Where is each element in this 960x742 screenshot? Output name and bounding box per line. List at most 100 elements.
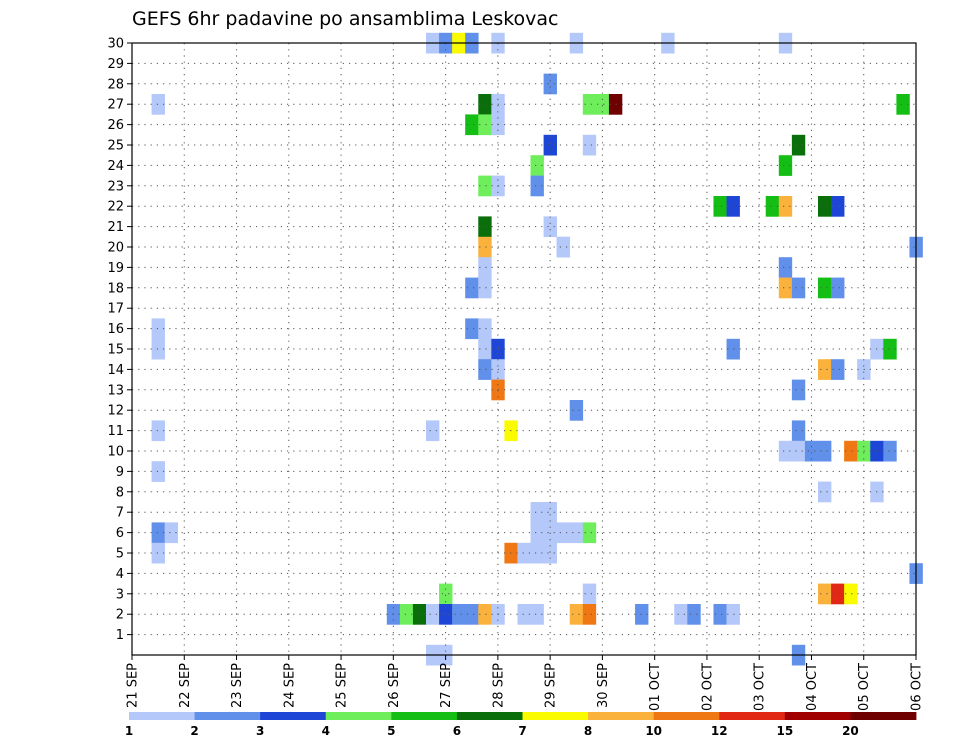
- x-tick-label: 27 SEP: [439, 663, 454, 708]
- heatmap-cell: [478, 94, 492, 115]
- y-tick-label: 29: [107, 57, 124, 72]
- y-tick-label: 7: [116, 506, 124, 521]
- heatmap-cell: [791, 277, 806, 299]
- legend-swatch: [129, 712, 195, 720]
- heatmap-cell: [818, 196, 832, 217]
- heatmap-cell: [569, 604, 584, 625]
- legend-swatch: [456, 712, 523, 720]
- y-tick-label: 10: [107, 445, 124, 460]
- x-tick-label: 03 OCT: [753, 663, 768, 711]
- heatmap-cell: [478, 216, 492, 238]
- heatmap-cell: [517, 604, 531, 625]
- y-tick-label: 25: [107, 139, 124, 154]
- legend-label: 7: [518, 724, 526, 738]
- heatmap-cell: [478, 604, 492, 625]
- x-tick-label: 23 SEP: [230, 663, 245, 708]
- heatmap-cell: [778, 155, 793, 176]
- heatmap-cell: [478, 175, 492, 197]
- heatmap-cell: [556, 236, 571, 258]
- heatmap-cell: [844, 583, 858, 605]
- x-tick-label: 21 SEP: [126, 663, 141, 708]
- x-tick-label: 01 OCT: [648, 663, 663, 711]
- legend-label: 1: [125, 724, 133, 738]
- heatmap-cell: [556, 522, 571, 544]
- heatmap-cell: [151, 420, 165, 442]
- heatmap-cell: [151, 461, 165, 482]
- y-tick-label: 16: [107, 322, 124, 337]
- heatmap-cell: [164, 522, 179, 544]
- heatmap-cell: [478, 338, 492, 360]
- heatmap-cell: [883, 338, 897, 360]
- heatmap-cell: [582, 583, 597, 605]
- heatmap-cell: [543, 522, 557, 544]
- y-tick-label: 23: [107, 179, 124, 194]
- x-tick-label: 30 SEP: [596, 663, 611, 708]
- heatmap-cell: [465, 318, 479, 340]
- x-tick-label: 06 OCT: [910, 663, 925, 711]
- heatmap-cell: [818, 583, 832, 605]
- heatmap-cell: [818, 359, 832, 380]
- cells-layer: [151, 32, 923, 666]
- legend-swatch: [653, 712, 720, 720]
- legend-label: 4: [322, 724, 330, 738]
- x-tick-label: 25 SEP: [335, 663, 350, 708]
- heatmap-cell: [517, 542, 531, 564]
- x-tick-label: 04 OCT: [805, 663, 820, 711]
- heatmap-cell: [151, 522, 165, 544]
- legend-label: 20: [842, 724, 859, 738]
- legend-swatch: [850, 712, 917, 720]
- heatmap-cell: [478, 257, 492, 278]
- heatmap-cell: [439, 583, 453, 605]
- heatmap-cell: [426, 604, 440, 625]
- y-tick-label: 22: [107, 200, 124, 215]
- heatmap-cell: [543, 134, 557, 156]
- heatmap-cell: [478, 359, 492, 380]
- chart-title: GEFS 6hr padavine po ansamblima Leskovac: [132, 8, 559, 30]
- heatmap-cell: [582, 604, 597, 625]
- legend-swatch: [719, 712, 786, 720]
- heatmap-cell: [151, 338, 165, 360]
- heatmap-cell: [530, 155, 544, 176]
- heatmap-cell: [818, 481, 832, 503]
- legend-label: 6: [453, 724, 461, 738]
- legend-label: 5: [387, 724, 395, 738]
- heatmap-cell: [582, 94, 597, 115]
- heatmap-cell: [831, 583, 845, 605]
- heatmap-cell: [726, 196, 740, 217]
- heatmap-cell: [595, 94, 610, 115]
- grid-layer: [132, 42, 916, 655]
- heatmap-cell: [726, 338, 740, 360]
- legend-swatch: [522, 712, 589, 720]
- heatmap-cell: [543, 73, 557, 95]
- legend-swatch: [588, 712, 655, 720]
- heatmap-cell: [151, 94, 165, 115]
- heatmap-cell: [818, 277, 832, 299]
- y-tick-label: 11: [107, 424, 124, 439]
- y-tick-label: 18: [107, 281, 124, 296]
- heatmap-cell: [478, 318, 492, 340]
- heatmap-cell: [831, 196, 845, 217]
- heatmap-cell: [896, 94, 910, 115]
- y-tick-label: 14: [107, 363, 124, 378]
- x-axis: 21 SEP 22 SEP 23 SEP 24 SEP 25 SEP 26 SEP 27 S…: [126, 655, 925, 711]
- heatmap-cell: [844, 440, 858, 462]
- y-tick-label: 5: [116, 547, 124, 562]
- heatmap-cell: [726, 604, 740, 625]
- heatmap-cell: [778, 277, 793, 299]
- heatmap-cell: [530, 522, 544, 544]
- y-tick-label: 15: [107, 343, 124, 358]
- x-tick-label: 02 OCT: [700, 663, 715, 711]
- heatmap-cell: [543, 216, 557, 238]
- legend-swatch: [194, 712, 261, 720]
- x-tick-label: 26 SEP: [387, 663, 402, 708]
- legend-swatch: [260, 712, 327, 720]
- heatmap-cell: [465, 114, 479, 136]
- heatmap-cell: [530, 604, 544, 625]
- heatmap-cell: [151, 318, 165, 340]
- legend-label: 2: [190, 724, 198, 738]
- y-tick-label: 30: [107, 37, 124, 52]
- y-tick-label: 9: [116, 465, 124, 480]
- x-tick-label: 24 SEP: [282, 663, 297, 708]
- heatmap-cell: [831, 359, 845, 380]
